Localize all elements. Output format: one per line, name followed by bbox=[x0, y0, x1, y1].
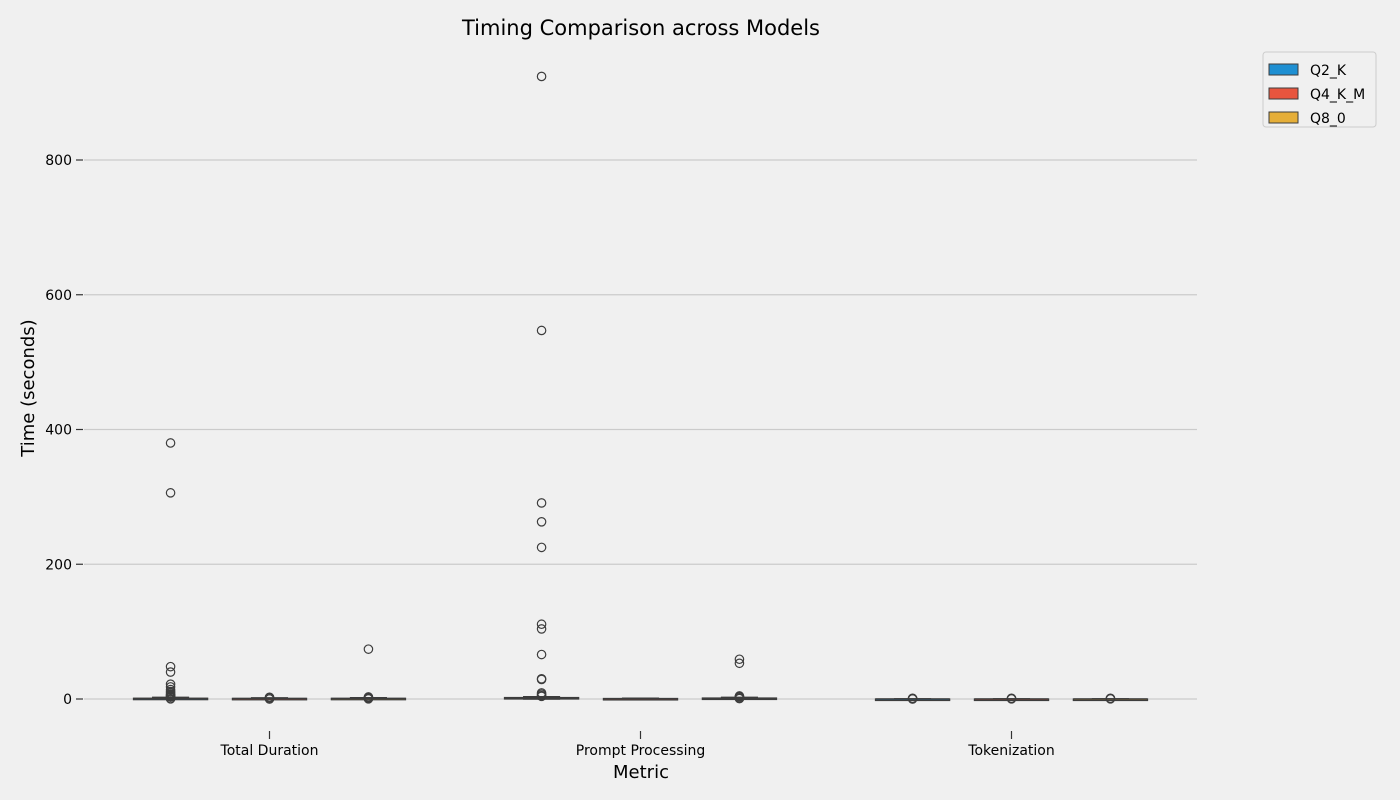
outlier-point bbox=[536, 517, 547, 527]
y-tick-label: 0 bbox=[63, 692, 72, 708]
outlier-point bbox=[734, 693, 745, 704]
x-tick-label: Tokenization bbox=[967, 743, 1054, 759]
box-plot-q4-k-m bbox=[231, 692, 308, 704]
outlier-point bbox=[536, 542, 547, 553]
box-plot-q2-k bbox=[503, 71, 580, 702]
gridlines bbox=[84, 159, 1197, 700]
outlier-point bbox=[536, 325, 547, 336]
outlier-point bbox=[536, 498, 547, 508]
outlier-point bbox=[363, 694, 374, 704]
outlier-point bbox=[536, 674, 547, 685]
outlier-point bbox=[264, 694, 275, 704]
outlier-point bbox=[165, 667, 176, 677]
x-tick-label: Prompt Processing bbox=[576, 743, 705, 759]
x-axis-label: Metric bbox=[613, 762, 669, 783]
outlier-point bbox=[165, 661, 176, 672]
box-plots bbox=[132, 71, 1149, 704]
outlier-point bbox=[536, 619, 547, 630]
outlier-point bbox=[1105, 694, 1116, 704]
y-tick-label: 800 bbox=[45, 153, 72, 169]
x-tick-label: Total Duration bbox=[220, 743, 319, 759]
legend: Q2_K Q4_K_M Q8_0 bbox=[1262, 51, 1377, 128]
outlier-point bbox=[363, 644, 374, 654]
outlier-point bbox=[165, 694, 176, 704]
y-tick-label: 600 bbox=[45, 288, 72, 304]
legend-label: Q8_0 bbox=[1310, 111, 1346, 127]
box-plot-q2-k bbox=[132, 438, 209, 704]
box-plot-q4-k-m bbox=[973, 693, 1050, 704]
outlier-point bbox=[734, 654, 745, 665]
outlier-point bbox=[536, 649, 547, 660]
outlier-point bbox=[536, 624, 547, 634]
outlier-point bbox=[165, 438, 176, 448]
outlier-point bbox=[165, 488, 176, 498]
box-plot-q8-0 bbox=[701, 654, 778, 704]
outlier-point bbox=[907, 694, 918, 704]
box-plot-q2-k bbox=[874, 693, 951, 704]
outlier-point bbox=[536, 71, 547, 82]
legend-swatch bbox=[1268, 87, 1299, 100]
chart-title: Timing Comparison across Models bbox=[461, 16, 820, 40]
legend-swatch bbox=[1268, 111, 1299, 124]
axis-ticks: 0 200 400 600 800 Total Duration Prompt Proces… bbox=[45, 153, 1054, 759]
box-plot-q8-0 bbox=[330, 644, 407, 704]
legend-label: Q2_K bbox=[1310, 63, 1347, 79]
outlier-point bbox=[734, 658, 745, 669]
outlier-point bbox=[1006, 694, 1017, 704]
y-axis-label: Time (seconds) bbox=[18, 319, 39, 457]
outlier-point bbox=[536, 691, 547, 702]
y-tick-label: 200 bbox=[45, 557, 72, 573]
box-plot-q8-0 bbox=[1072, 693, 1149, 704]
legend-label: Q4_K_M bbox=[1310, 87, 1365, 103]
y-tick-label: 400 bbox=[45, 423, 72, 439]
legend-swatch bbox=[1268, 63, 1299, 76]
box-plot-q4-k-m bbox=[602, 697, 679, 701]
